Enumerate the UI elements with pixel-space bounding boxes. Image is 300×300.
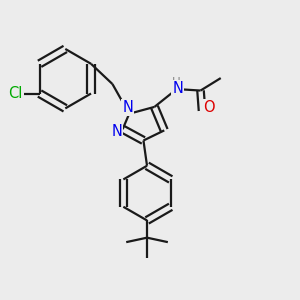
Text: N: N: [172, 81, 183, 96]
Text: O: O: [203, 100, 215, 115]
Text: N: N: [122, 100, 133, 115]
Text: N: N: [111, 124, 122, 139]
Text: Cl: Cl: [8, 86, 22, 101]
Text: H: H: [172, 76, 181, 89]
